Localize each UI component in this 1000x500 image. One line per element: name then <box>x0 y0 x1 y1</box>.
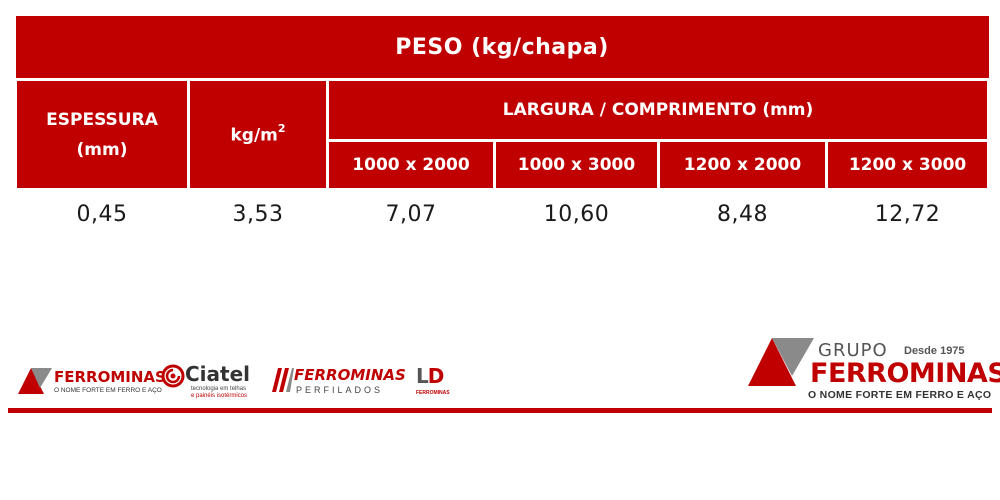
ld-letter-l: L <box>416 364 429 388</box>
ferrominas-logo: FERROMINAS O NOME FORTE EM FERRO E AÇO <box>18 360 166 400</box>
ciatel-swirl-icon <box>161 364 185 388</box>
header-kg-per-m2: kg/m2 <box>187 78 329 191</box>
ferrominas-triangle-icon <box>18 368 52 394</box>
cell-kg-per-m2: 3,53 <box>232 201 284 227</box>
ferrominas-name: FERROMINAS <box>54 368 166 386</box>
ferrominas-tagline: O NOME FORTE EM FERRO E AÇO <box>54 387 162 394</box>
perfilados-tagline: PERFILADOS <box>296 385 384 395</box>
perfilados-stripes-icon <box>272 368 294 392</box>
weight-table: PESO (kg/chapa) ESPESSURA (mm) kg/m2 LAR… <box>14 16 991 238</box>
header-thickness-label: ESPESSURA <box>46 109 158 130</box>
ld-logo: LD FERROMINAS <box>416 360 450 400</box>
header-dimensions: LARGURA / COMPRIMENTO (mm) <box>325 78 991 142</box>
ferrominas-perfilados-logo: FERROMINAS PERFILADOS <box>272 360 406 400</box>
header-kg-per-m2-label: kg/m <box>230 125 278 146</box>
header-dim-1: 1000 x 2000 <box>326 139 496 191</box>
brand-logos: FERROMINAS O NOME FORTE EM FERRO E AÇO C… <box>18 360 478 400</box>
ld-name: LD <box>416 364 445 388</box>
footer-divider <box>8 408 992 413</box>
cell-thickness: 0,45 <box>76 201 128 227</box>
header-thickness: ESPESSURA (mm) <box>14 78 190 191</box>
header-dim-2: 1000 x 3000 <box>493 139 660 191</box>
ciatel-name: Ciatel <box>185 362 251 386</box>
grupo-ferrominas-triangle-icon <box>748 338 814 386</box>
cell-weight-2: 10,60 <box>543 201 610 227</box>
header-kg-per-m2-exponent: 2 <box>277 121 286 135</box>
weight-table-container: PESO (kg/chapa) ESPESSURA (mm) kg/m2 LAR… <box>14 16 991 238</box>
table-title: PESO (kg/chapa) <box>15 16 989 81</box>
group-name: FERROMINAS <box>810 358 1000 389</box>
ld-letter-d: D <box>427 364 445 388</box>
ciatel-tagline-1: tecnologia em telhas <box>191 386 247 392</box>
group-tagline: O NOME FORTE EM FERRO E AÇO <box>808 389 992 401</box>
group-label: GRUPO <box>818 340 888 361</box>
ld-tagline: FERROMINAS <box>416 390 450 396</box>
header-dim-4: 1200 x 3000 <box>824 139 991 191</box>
ciatel-tagline-2: e painéis isotérmicos <box>191 393 248 399</box>
group-since: Desde 1975 <box>904 345 965 357</box>
header-dim-3: 1200 x 2000 <box>657 139 828 191</box>
table-row: 0,45 3,53 7,07 10,60 8,48 12,72 <box>16 190 989 238</box>
perfilados-name: FERROMINAS <box>294 366 406 384</box>
grupo-ferrominas-logo: GRUPO Desde 1975 FERROMINAS O NOME FORTE… <box>748 338 1000 402</box>
cell-weight-4: 12,72 <box>874 201 941 227</box>
cell-weight-1: 7,07 <box>385 201 437 227</box>
ciatel-logo: Ciatel tecnologia em telhas e painéis is… <box>161 360 261 400</box>
header-thickness-unit: (mm) <box>76 139 128 160</box>
cell-weight-3: 8,48 <box>717 201 768 227</box>
